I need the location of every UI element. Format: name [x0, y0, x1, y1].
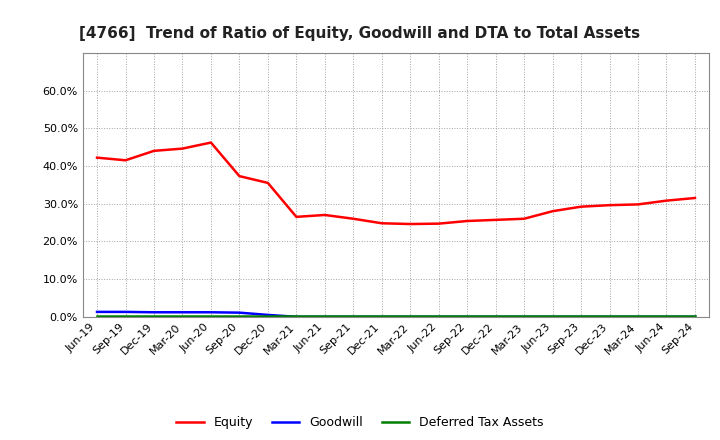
Equity	[690, 195, 699, 201]
Goodwill	[549, 314, 557, 319]
Equity	[377, 220, 386, 226]
Equity	[463, 218, 472, 224]
Equity	[577, 204, 585, 209]
Equity	[634, 202, 642, 207]
Deferred Tax Assets	[150, 313, 158, 318]
Equity	[349, 216, 358, 221]
Goodwill	[178, 310, 186, 315]
Goodwill	[320, 314, 329, 319]
Deferred Tax Assets	[520, 313, 528, 318]
Deferred Tax Assets	[121, 313, 130, 318]
Deferred Tax Assets	[634, 313, 642, 318]
Goodwill	[491, 314, 500, 319]
Equity	[406, 221, 415, 227]
Equity	[434, 221, 443, 226]
Deferred Tax Assets	[207, 313, 215, 318]
Equity	[235, 173, 243, 179]
Deferred Tax Assets	[549, 313, 557, 318]
Equity	[264, 180, 272, 186]
Deferred Tax Assets	[606, 313, 614, 318]
Goodwill	[235, 310, 243, 315]
Goodwill	[406, 314, 415, 319]
Goodwill	[690, 314, 699, 319]
Legend: Equity, Goodwill, Deferred Tax Assets: Equity, Goodwill, Deferred Tax Assets	[176, 416, 544, 429]
Deferred Tax Assets	[320, 313, 329, 318]
Deferred Tax Assets	[434, 313, 443, 318]
Goodwill	[463, 314, 472, 319]
Equity	[662, 198, 671, 203]
Equity	[93, 155, 102, 160]
Deferred Tax Assets	[406, 313, 415, 318]
Goodwill	[520, 314, 528, 319]
Deferred Tax Assets	[662, 313, 671, 318]
Deferred Tax Assets	[491, 313, 500, 318]
Equity	[121, 158, 130, 163]
Deferred Tax Assets	[93, 313, 102, 318]
Deferred Tax Assets	[690, 313, 699, 318]
Deferred Tax Assets	[349, 313, 358, 318]
Line: Goodwill: Goodwill	[97, 312, 695, 317]
Goodwill	[292, 314, 301, 319]
Goodwill	[577, 314, 585, 319]
Goodwill	[207, 310, 215, 315]
Goodwill	[606, 314, 614, 319]
Text: [4766]  Trend of Ratio of Equity, Goodwill and DTA to Total Assets: [4766] Trend of Ratio of Equity, Goodwil…	[79, 26, 641, 41]
Deferred Tax Assets	[178, 313, 186, 318]
Line: Equity: Equity	[97, 143, 695, 224]
Goodwill	[121, 309, 130, 315]
Goodwill	[662, 314, 671, 319]
Goodwill	[349, 314, 358, 319]
Goodwill	[264, 312, 272, 318]
Deferred Tax Assets	[377, 313, 386, 318]
Equity	[178, 146, 186, 151]
Deferred Tax Assets	[235, 313, 243, 318]
Goodwill	[150, 310, 158, 315]
Equity	[320, 213, 329, 218]
Equity	[207, 140, 215, 145]
Goodwill	[434, 314, 443, 319]
Deferred Tax Assets	[577, 313, 585, 318]
Equity	[150, 148, 158, 154]
Equity	[292, 214, 301, 220]
Goodwill	[93, 309, 102, 315]
Equity	[606, 202, 614, 208]
Deferred Tax Assets	[264, 313, 272, 318]
Deferred Tax Assets	[292, 313, 301, 318]
Equity	[491, 217, 500, 223]
Goodwill	[634, 314, 642, 319]
Equity	[549, 209, 557, 214]
Goodwill	[377, 314, 386, 319]
Equity	[520, 216, 528, 221]
Deferred Tax Assets	[463, 313, 472, 318]
